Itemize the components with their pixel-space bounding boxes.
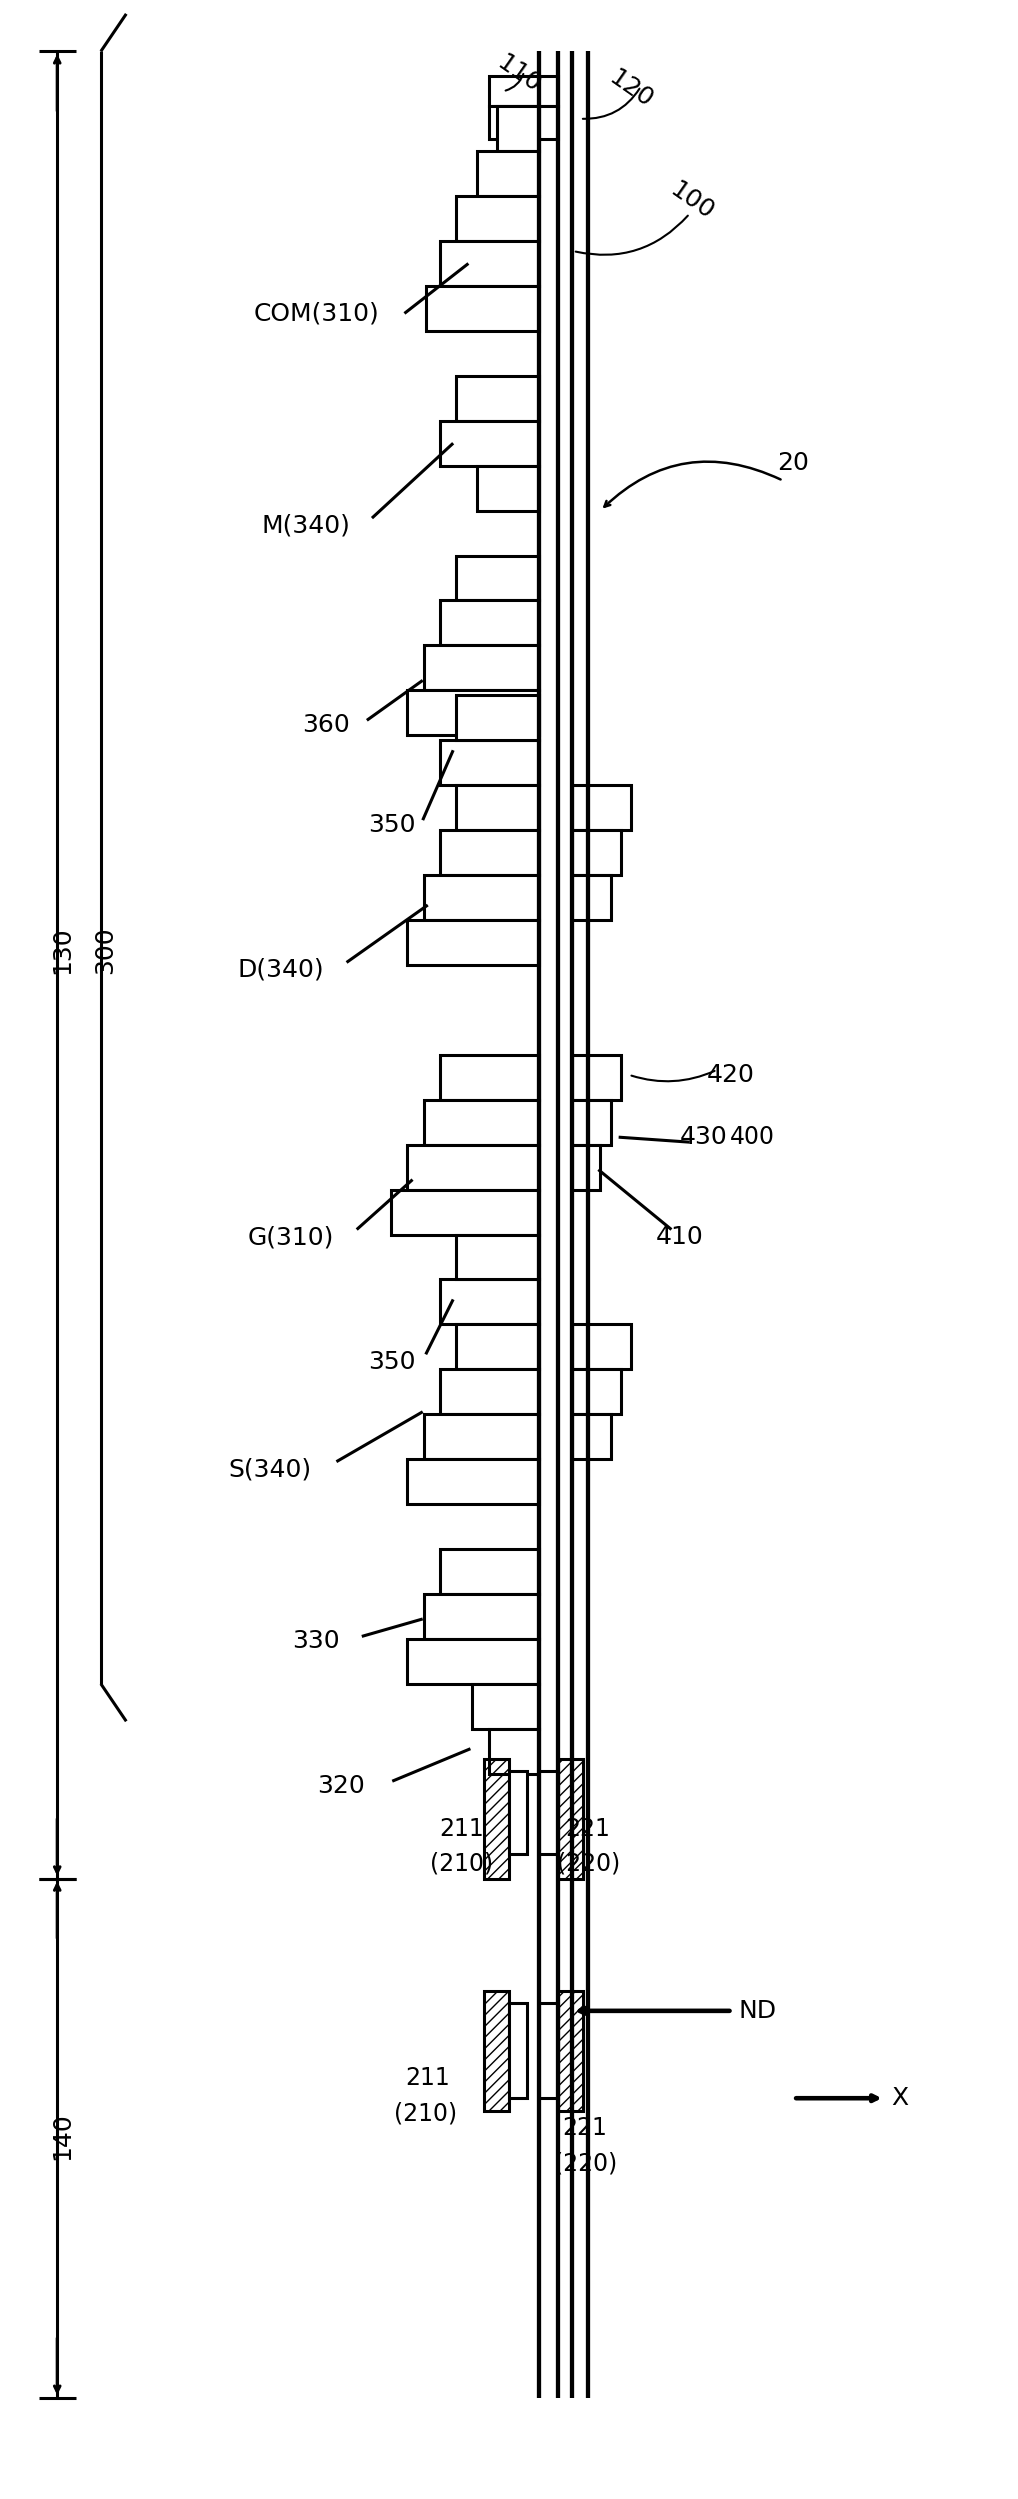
- Text: 100: 100: [666, 177, 718, 225]
- Text: 120: 120: [605, 65, 658, 112]
- Bar: [572, 1100, 611, 1145]
- Bar: [423, 875, 540, 920]
- Text: G(310): G(310): [247, 1225, 334, 1250]
- Bar: [572, 830, 621, 875]
- Text: M(340): M(340): [262, 515, 350, 537]
- Bar: [440, 1369, 540, 1414]
- Bar: [572, 1369, 621, 1414]
- Text: (220): (220): [557, 1852, 620, 1877]
- Bar: [472, 1684, 540, 1729]
- Bar: [540, 2004, 558, 2099]
- Bar: [572, 875, 611, 920]
- Bar: [540, 1772, 558, 1854]
- Bar: [456, 785, 540, 830]
- Bar: [572, 1414, 611, 1459]
- Text: 400: 400: [730, 1125, 775, 1150]
- Bar: [558, 1759, 583, 1879]
- Text: 350: 350: [369, 1349, 416, 1374]
- Bar: [423, 1594, 540, 1639]
- Bar: [476, 465, 540, 510]
- Bar: [423, 645, 540, 690]
- Text: (220): (220): [554, 2152, 617, 2174]
- Bar: [440, 1055, 540, 1100]
- Bar: [423, 1100, 540, 1145]
- Bar: [440, 1549, 540, 1594]
- Text: 221: 221: [566, 1817, 611, 1842]
- Text: 320: 320: [318, 1774, 365, 1799]
- Text: 350: 350: [369, 812, 416, 837]
- Bar: [489, 77, 558, 107]
- Text: 420: 420: [706, 1062, 754, 1087]
- Bar: [456, 375, 540, 420]
- Bar: [572, 1324, 631, 1369]
- Bar: [456, 195, 540, 240]
- Text: 360: 360: [302, 712, 350, 737]
- Bar: [440, 830, 540, 875]
- Bar: [572, 1055, 621, 1100]
- Bar: [407, 1145, 540, 1190]
- Bar: [509, 1772, 527, 1854]
- Text: 300: 300: [93, 927, 117, 975]
- Bar: [440, 240, 540, 285]
- Bar: [509, 2004, 527, 2099]
- Bar: [497, 107, 540, 150]
- Text: (210): (210): [430, 1852, 493, 1877]
- Bar: [423, 1414, 540, 1459]
- Text: 130: 130: [50, 927, 74, 975]
- Text: S(340): S(340): [229, 1457, 312, 1482]
- Text: 211: 211: [405, 2067, 450, 2089]
- Bar: [484, 1759, 509, 1879]
- Bar: [407, 1639, 540, 1684]
- Text: (210): (210): [394, 2102, 457, 2124]
- Bar: [558, 1992, 583, 2112]
- Bar: [440, 600, 540, 645]
- Bar: [391, 1190, 540, 1235]
- Text: 211: 211: [439, 1817, 484, 1842]
- Text: 430: 430: [680, 1125, 728, 1150]
- Bar: [456, 555, 540, 600]
- Text: COM(310): COM(310): [253, 302, 379, 325]
- Bar: [440, 740, 540, 785]
- Bar: [440, 420, 540, 465]
- Text: D(340): D(340): [237, 957, 324, 982]
- Text: ND: ND: [739, 1999, 777, 2022]
- Bar: [456, 1324, 540, 1369]
- Bar: [407, 920, 540, 965]
- Bar: [456, 1235, 540, 1279]
- Bar: [407, 690, 540, 735]
- Text: 221: 221: [563, 2117, 608, 2139]
- Text: 330: 330: [292, 1629, 340, 1654]
- Text: 140: 140: [50, 2112, 74, 2159]
- Text: 20: 20: [778, 452, 809, 475]
- Bar: [456, 695, 540, 740]
- Bar: [484, 1992, 509, 2112]
- Bar: [489, 107, 558, 137]
- Bar: [572, 1145, 601, 1190]
- Text: 110: 110: [493, 50, 546, 97]
- Text: X: X: [892, 2087, 908, 2109]
- Bar: [476, 150, 540, 195]
- Bar: [572, 785, 631, 830]
- Bar: [489, 1729, 540, 1774]
- Bar: [426, 285, 540, 330]
- Bar: [440, 1279, 540, 1324]
- Bar: [407, 1459, 540, 1504]
- Text: 410: 410: [656, 1225, 703, 1250]
